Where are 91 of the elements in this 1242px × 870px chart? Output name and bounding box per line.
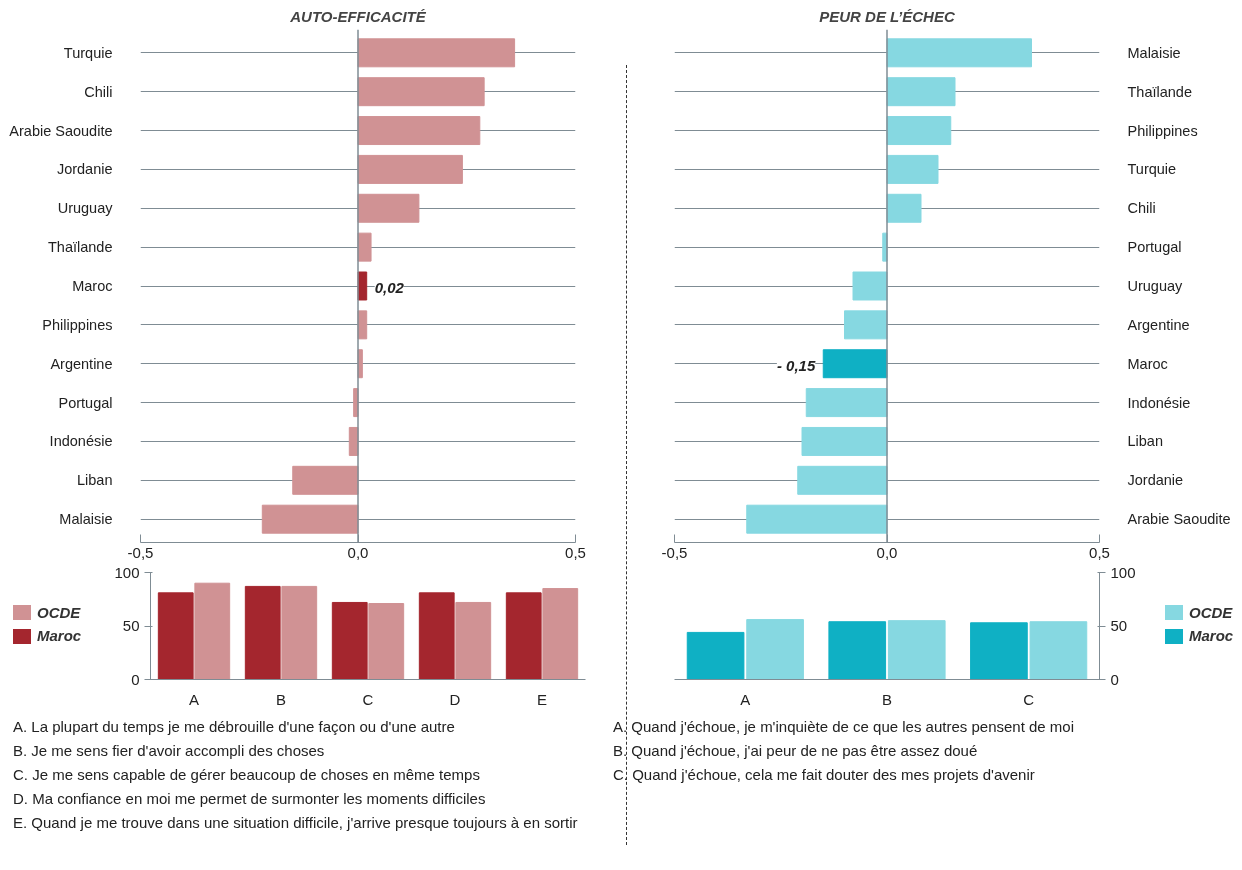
bar bbox=[797, 465, 888, 495]
y-tick-label: Jordanie bbox=[56, 161, 113, 178]
y-tick-label: Argentine bbox=[1127, 316, 1190, 333]
bar bbox=[357, 77, 485, 107]
y-tick-label: Arabie Saoudite bbox=[1127, 511, 1231, 528]
y-tick-label: 0 bbox=[131, 670, 140, 688]
y-tick-label: 50 bbox=[122, 617, 140, 634]
y-tick-label: Argentine bbox=[50, 355, 113, 372]
x-tick-label: 0,5 bbox=[565, 543, 586, 561]
bar bbox=[886, 38, 1032, 68]
y-tick-label: Malaisie bbox=[59, 511, 113, 528]
y-tick-label: Indonésie bbox=[1127, 394, 1191, 411]
y-tick-label: Liban bbox=[1127, 433, 1163, 450]
x-tick-label: A bbox=[189, 690, 200, 708]
x-tick-label: B bbox=[276, 690, 287, 708]
text: E. Quand je me trouve dans une situation difficile, j'arrive presque toujours à en sortir bbox=[13, 814, 578, 831]
bar bbox=[822, 349, 888, 379]
bar bbox=[157, 592, 194, 680]
bar bbox=[746, 504, 888, 534]
x-tick-label: C bbox=[362, 690, 374, 708]
x-tick-label: 0,0 bbox=[876, 543, 898, 561]
bar bbox=[281, 585, 318, 680]
y-tick-label: Arabie Saoudite bbox=[9, 122, 113, 139]
data-label: - 0,15 bbox=[776, 357, 816, 375]
x-tick-label: -0,5 bbox=[127, 543, 154, 561]
x-tick-label: B bbox=[882, 690, 893, 708]
y-tick-label: Malaisie bbox=[1127, 44, 1181, 61]
y-tick-label: Jordanie bbox=[1127, 472, 1184, 489]
y-tick-label: Indonésie bbox=[49, 433, 113, 450]
bar bbox=[505, 592, 542, 680]
bar bbox=[368, 603, 405, 680]
x-tick-label: 0,5 bbox=[1089, 543, 1110, 561]
data-label: 0,02 bbox=[374, 279, 405, 296]
y-tick-label: Turquie bbox=[1127, 161, 1177, 178]
y-tick-label: Philippines bbox=[1127, 122, 1198, 139]
text: D. Ma confiance en moi me permet de surmonter les moments difficiles bbox=[13, 790, 486, 807]
bar bbox=[886, 154, 939, 184]
text: A. La plupart du temps je me débrouille d'une façon ou d'une autre bbox=[13, 718, 455, 735]
bar bbox=[418, 592, 455, 680]
x-tick-label: A bbox=[740, 690, 751, 708]
bar bbox=[801, 426, 888, 456]
y-tick-label: Thaïlande bbox=[1127, 83, 1192, 100]
x-tick-label: D bbox=[449, 690, 461, 708]
y-tick-label: Chili bbox=[1127, 200, 1156, 217]
y-tick-label: Maroc bbox=[1127, 355, 1168, 372]
bar bbox=[244, 585, 281, 680]
x-tick-label: C bbox=[1023, 690, 1035, 708]
bar bbox=[886, 77, 956, 107]
y-tick-label: Uruguay bbox=[57, 200, 114, 217]
bar bbox=[455, 601, 492, 680]
y-tick-label: Portugal bbox=[1127, 239, 1182, 256]
text: B. Quand j'échoue, j'ai peur de ne pas être assez doué bbox=[613, 742, 978, 759]
x-tick-label: E bbox=[537, 690, 548, 708]
bar bbox=[805, 388, 888, 418]
text: C. Je me sens capable de gérer beaucoup de choses en même temps bbox=[13, 766, 480, 783]
text: C. Quand j'échoue, cela me fait douter des mes projets d'avenir bbox=[613, 766, 1035, 783]
y-tick-label: Maroc bbox=[72, 278, 113, 294]
legend-label: OCDE bbox=[37, 603, 81, 623]
y-tick-label: Uruguay bbox=[1127, 278, 1184, 294]
bar bbox=[331, 601, 368, 680]
bar bbox=[357, 38, 516, 68]
bar bbox=[292, 465, 359, 495]
y-tick-label: Turquie bbox=[63, 44, 113, 61]
y-tick-label: Liban bbox=[77, 472, 113, 489]
bar bbox=[261, 504, 359, 534]
chart-title: AUTO-EFFICACITÉ bbox=[289, 7, 427, 25]
bar bbox=[194, 582, 231, 680]
y-tick-label: Chili bbox=[84, 83, 113, 100]
bar bbox=[542, 588, 579, 680]
x-tick-label: -0,5 bbox=[661, 543, 688, 561]
bar bbox=[844, 310, 888, 340]
bar bbox=[357, 232, 372, 262]
y-tick-label: Philippines bbox=[42, 316, 113, 333]
legend-label: OCDE bbox=[1189, 603, 1233, 623]
y-tick-label: Portugal bbox=[58, 394, 113, 411]
bar bbox=[852, 271, 888, 301]
bar bbox=[357, 193, 420, 223]
chart-title: PEUR DE L’ÉCHEC bbox=[819, 7, 956, 25]
y-tick-label: 0 bbox=[1110, 670, 1119, 688]
legend-label: Maroc bbox=[1189, 626, 1234, 647]
bar bbox=[886, 193, 922, 223]
x-tick-label: 0,0 bbox=[347, 543, 369, 561]
y-tick-label: Thaïlande bbox=[48, 239, 113, 256]
y-tick-label: 100 bbox=[114, 563, 140, 581]
text: B. Je me sens fier d'avoir accompli des choses bbox=[13, 742, 325, 759]
text: A. Quand j'échoue, je m'inquiète de ce que les autres pensent de moi bbox=[613, 718, 1075, 735]
bar bbox=[357, 116, 481, 146]
bar bbox=[357, 154, 463, 184]
bar bbox=[886, 116, 952, 146]
y-tick-label: 100 bbox=[1110, 563, 1136, 581]
y-tick-label: 50 bbox=[1110, 617, 1128, 634]
